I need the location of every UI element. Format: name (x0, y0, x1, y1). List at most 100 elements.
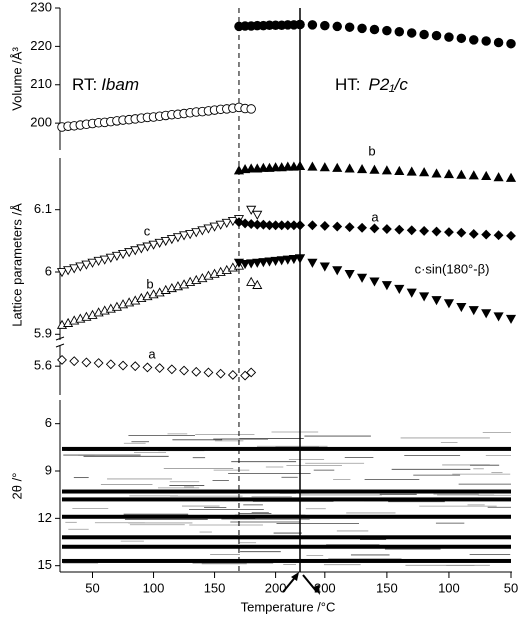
phase-label-rt: RT: Ibam (72, 75, 139, 94)
marker (307, 220, 318, 231)
marker (252, 279, 263, 289)
marker (505, 314, 517, 324)
marker (252, 210, 263, 220)
series-label: a (371, 209, 379, 224)
marker (142, 242, 153, 252)
marker (456, 169, 467, 179)
marker (276, 256, 287, 266)
marker (270, 256, 281, 267)
marker (506, 38, 516, 49)
marker (369, 223, 380, 234)
series-label: b (368, 143, 375, 158)
marker (105, 359, 116, 370)
marker (118, 360, 128, 371)
marker (252, 258, 263, 268)
reflection-band (62, 535, 511, 540)
y-tick-label: 6.1 (34, 201, 52, 216)
marker (246, 259, 257, 269)
marker (431, 168, 442, 178)
marker (87, 258, 98, 268)
reflection-band (62, 489, 511, 494)
marker (493, 230, 504, 241)
marker (332, 266, 343, 276)
marker (294, 160, 306, 170)
reflection-band (62, 544, 511, 549)
marker (381, 165, 392, 175)
marker (456, 33, 467, 44)
series-label: b (146, 276, 153, 291)
marker (166, 235, 177, 245)
marker (344, 163, 355, 173)
marker (505, 172, 517, 182)
series-label: a (148, 346, 156, 361)
x-tick-label: 150 (204, 580, 226, 595)
marker (381, 224, 392, 234)
marker (406, 28, 417, 38)
marker (215, 220, 226, 230)
y-tick-label: 9 (45, 462, 52, 477)
marker (282, 161, 293, 171)
marker (295, 220, 305, 231)
marker (178, 231, 190, 241)
marker (443, 168, 455, 179)
marker (456, 302, 467, 313)
marker (319, 262, 330, 272)
marker (136, 244, 147, 254)
marker (295, 19, 305, 30)
phase-prefix: HT: (335, 75, 361, 94)
marker (166, 364, 177, 375)
marker (469, 35, 479, 45)
x-axis-label: Temperature /°C (241, 599, 336, 614)
marker (344, 222, 355, 233)
x-tick-label: 100 (438, 580, 460, 595)
marker (406, 288, 417, 298)
marker (130, 246, 141, 256)
y-tick-label: 200 (30, 115, 52, 130)
marker (197, 226, 208, 236)
marker (506, 230, 516, 241)
marker (431, 296, 442, 306)
marker (332, 162, 343, 172)
reflection-band (62, 558, 511, 563)
marker (294, 254, 306, 264)
marker (369, 277, 380, 287)
marker (493, 37, 504, 48)
marker (356, 163, 368, 174)
marker (468, 170, 479, 180)
marker (154, 238, 165, 248)
marker (75, 262, 86, 272)
marker (332, 21, 342, 32)
marker (381, 281, 392, 291)
x-tick-label: 200 (265, 580, 287, 595)
marker (117, 250, 129, 260)
marker (63, 266, 74, 276)
marker (191, 228, 202, 238)
marker (57, 354, 67, 365)
marker (221, 218, 232, 229)
marker (227, 370, 238, 380)
marker (69, 356, 80, 367)
marker (258, 219, 269, 230)
y-tick-label: 5.9 (34, 326, 52, 341)
y-tick-label: 5.6 (34, 358, 52, 373)
marker (431, 226, 442, 237)
marker (394, 224, 405, 235)
marker (246, 219, 257, 229)
marker (320, 20, 330, 31)
marker (406, 225, 417, 236)
marker (160, 236, 171, 247)
marker (481, 170, 492, 180)
x-tick-label: 150 (376, 580, 398, 595)
marker (419, 292, 430, 302)
marker (307, 161, 318, 171)
phase-prefix: RT: (72, 75, 97, 94)
series-label: c·sin(180°-β) (415, 261, 490, 276)
x-tick-label: 200 (314, 580, 336, 595)
reflection-band (62, 497, 511, 502)
marker (56, 268, 68, 278)
marker (332, 221, 343, 232)
cooling-arrow (302, 574, 318, 593)
marker (444, 227, 454, 238)
marker (246, 163, 257, 173)
marker (344, 22, 355, 32)
